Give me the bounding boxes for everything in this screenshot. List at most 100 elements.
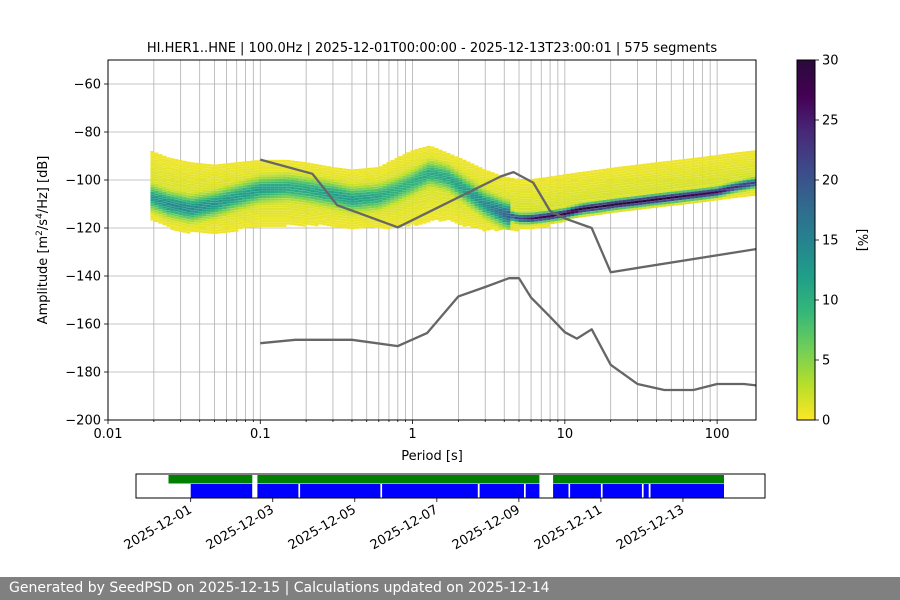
density-cell [590, 206, 595, 209]
density-cell [678, 202, 683, 205]
density-cell [514, 188, 519, 191]
density-cell [586, 178, 591, 181]
density-cell [438, 164, 443, 167]
density-cell [218, 180, 223, 184]
density-cell [610, 210, 615, 214]
density-cell [594, 201, 599, 204]
density-cell [590, 189, 595, 192]
density-cell [298, 185, 303, 188]
density-cell [250, 203, 255, 207]
density-cell [306, 201, 311, 204]
density-cell [350, 212, 355, 215]
density-cell [506, 191, 511, 194]
density-cell [406, 178, 411, 181]
density-cell [618, 200, 623, 203]
density-cell [346, 221, 351, 225]
density-cell [210, 186, 215, 189]
density-cell [186, 161, 191, 164]
density-cell [274, 174, 279, 177]
density-cell [406, 205, 411, 208]
density-cell [294, 182, 299, 185]
density-cell [550, 214, 555, 217]
density-cell [486, 225, 491, 229]
density-cell [538, 211, 543, 214]
density-cell [342, 170, 347, 174]
density-cell [222, 180, 227, 183]
density-cell [538, 206, 543, 209]
density-cell [170, 194, 175, 197]
density-cell [602, 199, 607, 203]
density-cell [266, 171, 271, 175]
density-cell [630, 172, 635, 175]
density-cell [554, 185, 559, 188]
density-cell [458, 206, 463, 209]
density-cell [706, 199, 711, 202]
density-cell [626, 206, 631, 209]
density-cell [454, 213, 459, 217]
density-cell [402, 163, 407, 167]
density-cell [306, 222, 311, 225]
density-cell [258, 176, 263, 179]
colorbar-tick-label: 20 [822, 174, 839, 189]
density-cell [214, 185, 219, 189]
density-cell [586, 211, 591, 215]
density-cell [574, 210, 579, 214]
density-cell [286, 188, 291, 192]
density-cell [658, 183, 663, 186]
density-cell [590, 175, 595, 178]
density-cell [322, 172, 327, 175]
density-cell [482, 190, 487, 193]
density-cell [326, 168, 331, 171]
density-cell [174, 197, 179, 200]
density-cell [550, 181, 555, 184]
density-cell [618, 205, 623, 208]
density-cell [438, 166, 443, 169]
density-cell [746, 172, 751, 175]
density-cell [618, 173, 623, 177]
density-cell [226, 230, 231, 233]
density-cell [246, 170, 251, 173]
density-cell [378, 185, 383, 188]
density-cell [694, 169, 699, 172]
density-cell [234, 203, 239, 206]
density-cell [482, 185, 487, 189]
density-cell [186, 195, 191, 198]
density-cell [358, 173, 363, 176]
density-cell [362, 218, 367, 221]
density-cell [286, 210, 291, 213]
density-cell [398, 165, 403, 169]
density-cell [318, 200, 323, 204]
density-cell [314, 185, 319, 188]
density-cell [218, 175, 223, 179]
density-cell [190, 181, 195, 184]
density-cell [702, 187, 707, 191]
density-cell [646, 170, 651, 173]
density-cell [462, 159, 467, 162]
density-cell [418, 198, 423, 201]
density-cell [450, 217, 455, 220]
density-cell [210, 200, 215, 203]
density-cell [182, 204, 187, 207]
density-cell [562, 181, 567, 184]
density-cell [318, 171, 323, 175]
density-cell [310, 165, 315, 169]
density-cell [326, 173, 331, 176]
density-cell [662, 185, 667, 188]
density-cell [642, 199, 647, 203]
density-cell [466, 173, 471, 176]
density-cell [522, 215, 527, 218]
density-cell [646, 175, 651, 178]
density-cell [218, 192, 223, 196]
density-cell [242, 161, 247, 164]
density-cell [630, 174, 635, 178]
density-cell [342, 190, 347, 193]
density-cell [202, 230, 207, 234]
density-cell [358, 204, 363, 207]
density-cell [530, 202, 535, 206]
density-cell [486, 216, 491, 219]
density-cell [454, 187, 459, 190]
density-cell [466, 202, 471, 205]
density-cell [350, 178, 355, 182]
density-cell [410, 183, 415, 187]
density-cell [506, 225, 511, 228]
